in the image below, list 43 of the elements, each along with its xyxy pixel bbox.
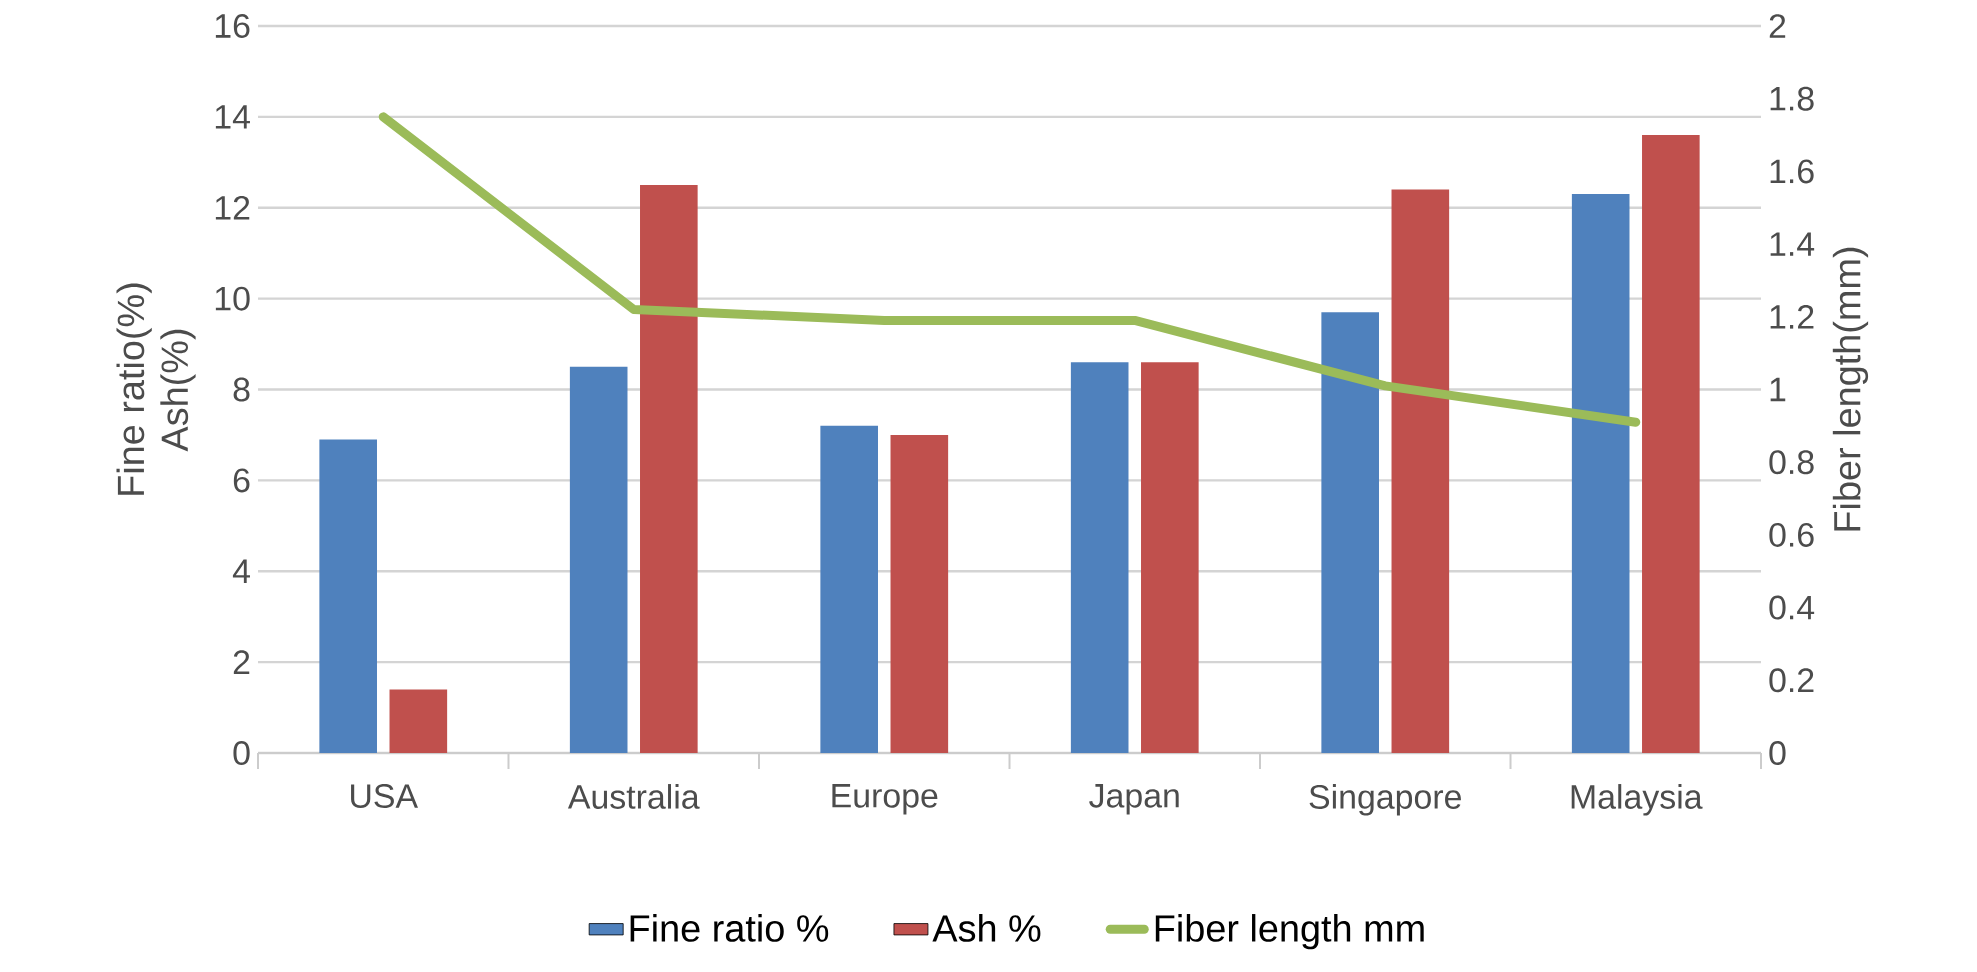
y-tick-label: 8 <box>233 377 250 402</box>
y2-tick-label: 1.4 <box>1770 232 1815 256</box>
y2-tick-label: 1 <box>1770 377 1786 402</box>
x-tick-label: Australia <box>567 784 700 809</box>
y2-tick-label: 0 <box>1769 741 1786 765</box>
x-tick-label: Europe <box>832 784 938 815</box>
x-tick-label: USA <box>351 784 419 809</box>
legend-label: Fine ratio % <box>630 914 829 942</box>
bar <box>569 366 628 753</box>
bar <box>1070 362 1129 753</box>
y-tick-label: 2 <box>233 650 250 674</box>
y2-tick-label: 0.6 <box>1769 522 1814 547</box>
bar <box>1391 189 1450 753</box>
y2-tick-label: 0.4 <box>1769 595 1815 620</box>
y-tick-label: 4 <box>232 559 250 583</box>
y-axis-title: Fine ratio(%) Ash(%) <box>116 283 196 495</box>
y-tick-label: 12 <box>215 195 250 220</box>
bar <box>1642 135 1700 753</box>
bar <box>640 185 698 753</box>
x-tick-label: Malaysia <box>1571 784 1703 816</box>
y-tick-label: 10 <box>215 286 250 311</box>
y-tick-label: 6 <box>233 468 250 493</box>
bar <box>820 425 878 753</box>
bar <box>319 439 377 753</box>
y-tick-label: 0 <box>233 741 250 765</box>
y-tick-label: 14 <box>215 105 250 129</box>
y2-tick-label: 0.2 <box>1769 668 1814 693</box>
y2-tick-label: 2 <box>1769 14 1786 38</box>
y2-tick-label: 1.6 <box>1770 159 1814 184</box>
x-tick-label: Singapore <box>1309 784 1461 816</box>
bar <box>890 434 949 753</box>
y-tick-label: 16 <box>215 14 250 38</box>
legend-label: Fiber length mm <box>1155 914 1424 950</box>
y2-axis-title: Fiber length(mm) <box>1832 247 1869 531</box>
x-tick-label: Japan <box>1089 784 1179 815</box>
bar <box>1141 362 1199 753</box>
legend-label: Ash % <box>932 914 1041 942</box>
y2-tick-label: 1.2 <box>1770 304 1814 329</box>
y2-tick-label: 1.8 <box>1770 86 1814 111</box>
bar <box>1321 312 1379 753</box>
bar <box>389 689 448 753</box>
y2-tick-label: 0.8 <box>1769 450 1814 475</box>
bar <box>1571 194 1630 753</box>
